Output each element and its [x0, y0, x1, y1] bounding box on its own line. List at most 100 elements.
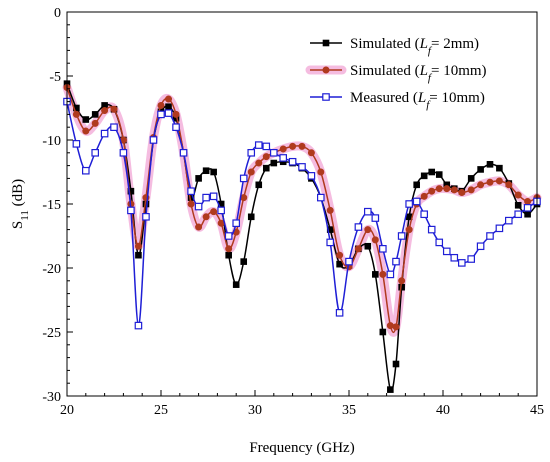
- series-2-point-29: [298, 163, 306, 171]
- series-1-point-29: [298, 142, 306, 150]
- series-1-point-40: [392, 323, 400, 331]
- series-1-point-33: [336, 251, 344, 259]
- series-1-point-27: [279, 145, 287, 153]
- series-0-point-51: [477, 166, 484, 173]
- series-1-point-3: [91, 119, 99, 127]
- series-1-point-53: [495, 177, 503, 185]
- legend-label-var-1: L: [419, 63, 428, 79]
- series-2-point-34: [345, 257, 353, 266]
- series-2-point-43: [412, 197, 421, 206]
- series-1-point-44: [420, 192, 428, 200]
- series-0-point-18: [210, 168, 217, 176]
- series-1-point-5: [110, 105, 118, 113]
- series-1-point-4: [101, 107, 109, 115]
- legend-label-prefix-0: Simulated (: [350, 36, 420, 52]
- x-tick-label-4: 40: [436, 403, 450, 418]
- series-1-point-8: [134, 242, 142, 250]
- y-tick-label-2: -10: [42, 134, 61, 149]
- series-0-point-38: [379, 328, 387, 336]
- series-0-point-36: [364, 242, 372, 250]
- series-1-point-39: [386, 322, 394, 330]
- series-1-point-54: [505, 181, 513, 189]
- series-1-point-20: [225, 245, 233, 253]
- series-1-point-18: [210, 208, 218, 216]
- x-tick-label-1: 25: [154, 403, 168, 418]
- series-2-point-24: [254, 141, 263, 149]
- series-0-point-44: [420, 172, 428, 180]
- series-1-point-41: [398, 277, 406, 285]
- series-0-point-40: [392, 360, 400, 368]
- series-2-point-31: [317, 193, 325, 202]
- series-1-point-51: [477, 181, 485, 189]
- y-axis-ticks: 0 -5 -10 -15 -20 -25 -30: [42, 6, 73, 405]
- series-2-point-13: [172, 123, 180, 132]
- series-1-point-23: [247, 168, 255, 176]
- series-1-point-30: [307, 149, 315, 157]
- series-1-point-24: [255, 159, 263, 167]
- series-2-point-28: [288, 157, 297, 166]
- series-2-point-27: [279, 154, 288, 162]
- legend-label-1: Simulated (Lf= 10mm): [350, 63, 487, 84]
- y-tick-label-1: -5: [49, 70, 61, 85]
- series-2-point-51: [476, 242, 485, 251]
- series-2-point-48: [450, 253, 459, 262]
- series-1-point-36: [364, 226, 372, 234]
- legend-label-sub-0: f: [428, 45, 433, 57]
- series-1-point-47: [443, 185, 451, 193]
- legend-label-suffix-1: = 10mm): [431, 63, 487, 79]
- series-1-point-13: [172, 110, 180, 118]
- series-2-point-8: [134, 321, 143, 330]
- legend: Simulated (Lf= 2mm)Simulated (Lf= 10mm)M…: [305, 36, 487, 111]
- series-2-point-16: [194, 202, 203, 211]
- series-2-point-41: [397, 232, 406, 240]
- series-1-point-37: [371, 236, 379, 244]
- y-axis-title-sub: 11: [19, 210, 31, 221]
- legend-marker-0: [322, 39, 330, 47]
- series-0-point-7: [127, 187, 135, 195]
- series-2-point-39: [386, 270, 395, 279]
- series-2-point-21: [232, 219, 241, 228]
- series-1-point-12: [165, 95, 173, 103]
- series-0-point-46: [435, 171, 443, 178]
- series-2-point-15: [187, 187, 195, 196]
- x-axis-title: Frequency (GHz): [249, 440, 354, 456]
- y-tick-label-3: -15: [42, 198, 61, 213]
- x-tick-label-5: 45: [530, 403, 544, 418]
- y-tick-label-0: 0: [54, 6, 61, 21]
- series-1-point-31: [317, 168, 325, 176]
- y-axis-title-unit: (dB): [10, 179, 26, 210]
- series-2-point-11: [157, 110, 165, 119]
- y-tick-label-5: -25: [42, 326, 61, 341]
- series-1-point-25: [262, 153, 270, 161]
- series-2-point-56: [523, 204, 532, 212]
- series-1-point-48: [450, 186, 458, 194]
- series-2-point-18: [209, 192, 218, 201]
- series-2-point-1: [72, 140, 81, 148]
- series-2-point-30: [307, 172, 316, 180]
- series-0-point-37: [372, 271, 379, 278]
- series-1-point-50: [467, 186, 475, 194]
- legend-label-sub-2: f: [426, 99, 431, 111]
- series-1-point-46: [435, 185, 443, 193]
- series-2-point-37: [371, 214, 380, 222]
- series-0-point-33: [336, 260, 343, 268]
- series-0-point-39: [387, 386, 394, 393]
- series-0-point-45: [428, 168, 436, 176]
- series-0-point-8: [135, 251, 142, 259]
- series-2-point-35: [354, 223, 363, 231]
- series-1-point-2: [82, 127, 90, 135]
- series-2-point-46: [435, 238, 444, 247]
- series-1-point-35: [354, 245, 362, 253]
- series-2-point-42: [405, 200, 413, 208]
- series-0-point-23: [247, 213, 255, 221]
- series-0-point-50: [467, 175, 475, 182]
- series-0-point-25: [262, 164, 270, 172]
- x-axis-ticks: 20 25 30 35 40 45: [60, 390, 544, 418]
- series-0-point-52: [486, 161, 494, 168]
- x-tick-label-2: 30: [248, 403, 262, 418]
- series-1-point-1: [72, 110, 80, 118]
- x-tick-label-0: 20: [60, 403, 74, 418]
- legend-label-var-2: L: [417, 90, 426, 106]
- series-2-point-50: [467, 255, 476, 263]
- series-0-point-24: [255, 181, 263, 189]
